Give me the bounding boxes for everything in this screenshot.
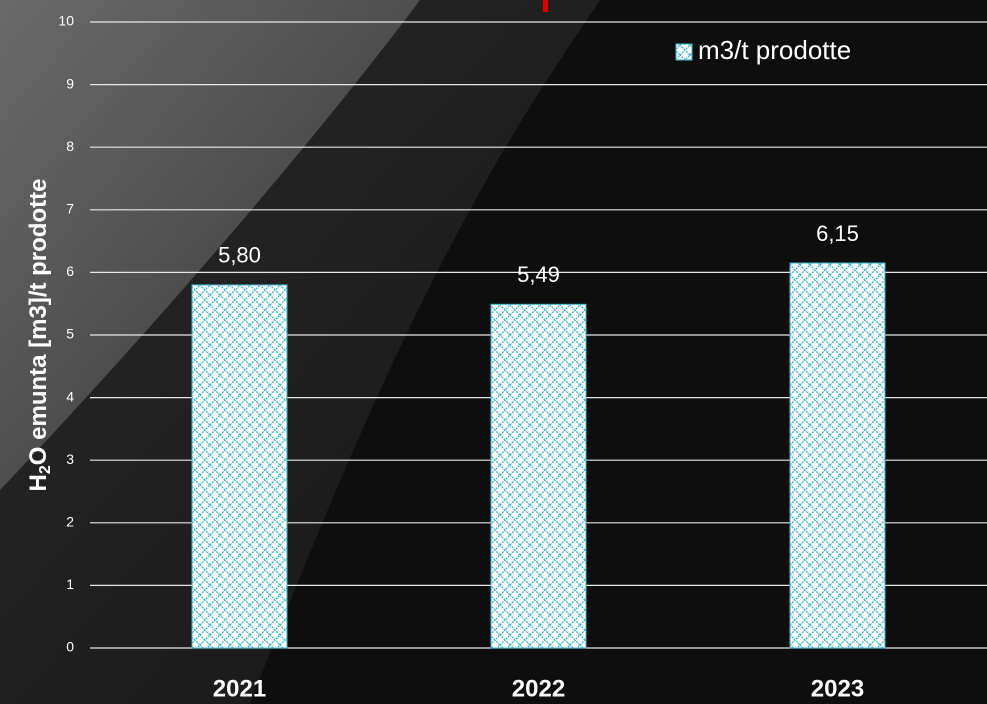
decoration (543, 0, 548, 12)
bar (789, 262, 886, 649)
x-tick-label: 2023 (811, 675, 864, 702)
y-tick-label: 4 (66, 388, 74, 404)
data-label: 5,80 (218, 243, 261, 268)
y-tick-label: 3 (66, 451, 74, 467)
y-tick-label: 9 (66, 75, 74, 91)
x-tick-label: 2021 (213, 675, 266, 702)
y-tick-label: 0 (66, 639, 74, 655)
legend-label: m3/t prodotte (698, 35, 851, 65)
y-axis-label: H2O emunta [m3]/t prodotte (25, 179, 54, 492)
legend-swatch (675, 43, 693, 61)
y-tick-label: 5 (66, 326, 74, 342)
data-label: 6,15 (816, 221, 859, 246)
y-tick-label: 1 (66, 576, 74, 592)
y-tick-label: 7 (66, 201, 74, 217)
y-tick-label: 2 (66, 514, 74, 530)
y-tick-label: 8 (66, 138, 74, 154)
background-shape (0, 0, 420, 490)
bar (490, 303, 587, 649)
y-tick-label: 6 (66, 263, 74, 279)
x-tick-label: 2022 (512, 675, 565, 702)
data-label: 5,49 (517, 262, 560, 287)
y-tick-label: 10 (58, 13, 74, 29)
bar (191, 284, 288, 649)
